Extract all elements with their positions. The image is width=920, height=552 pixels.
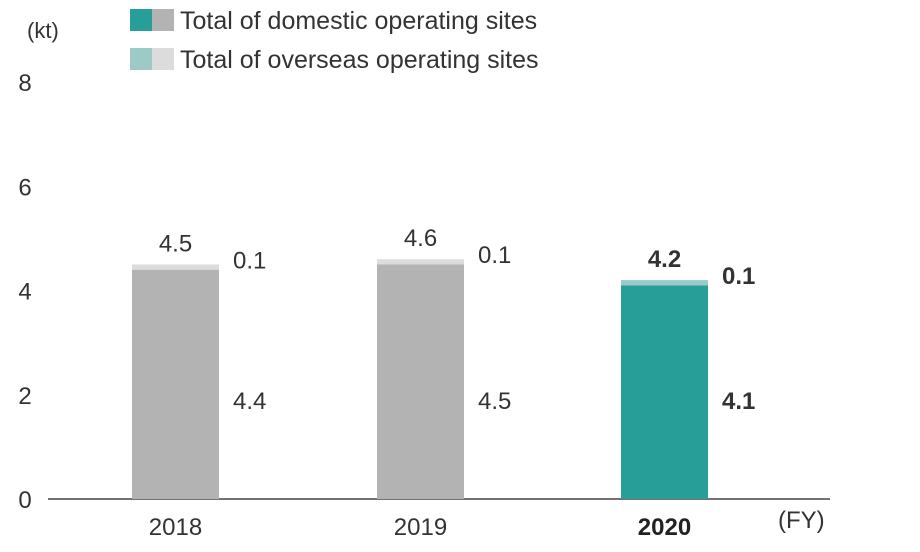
bar-overseas-2020 — [621, 280, 708, 286]
bar-domestic-2019 — [377, 264, 464, 499]
legend-swatch-overseas — [152, 48, 174, 70]
y-tick-label: 0 — [18, 487, 31, 514]
overseas-label-2018: 0.1 — [233, 247, 266, 274]
x-tick-label-2020: 2020 — [638, 514, 691, 541]
y-unit-label: (kt) — [27, 18, 59, 43]
x-tick-label-2019: 2019 — [394, 514, 447, 541]
y-tick-label: 2 — [18, 383, 31, 410]
overseas-label-2020: 0.1 — [722, 263, 755, 290]
legend-swatch-domestic-highlight — [130, 9, 152, 31]
bar-series — [132, 259, 708, 499]
legend-swatch-overseas-highlight — [130, 48, 152, 70]
data-labels: 4.5 0.1 4.4 4.6 0.1 4.5 4.2 0.1 4.1 — [159, 225, 756, 415]
total-label-2019: 4.6 — [404, 225, 437, 252]
total-label-2018: 4.5 — [159, 230, 192, 257]
bar-overseas-2018 — [132, 264, 219, 270]
legend-label-overseas: Total of overseas operating sites — [180, 46, 539, 74]
domestic-label-2019: 4.5 — [478, 388, 511, 415]
y-tick-label: 8 — [18, 70, 31, 97]
overseas-label-2019: 0.1 — [478, 242, 511, 269]
y-tick-label: 4 — [18, 279, 31, 306]
total-label-2020: 4.2 — [648, 246, 681, 273]
bar-domestic-2020 — [621, 285, 708, 499]
legend-item-overseas: Total of overseas operating sites — [130, 46, 539, 74]
bar-overseas-2019 — [377, 259, 464, 265]
legend: Total of domestic operating sites Total … — [130, 7, 539, 74]
x-unit-label: (FY) — [778, 507, 825, 534]
bar-domestic-2018 — [132, 269, 219, 499]
domestic-label-2018: 4.4 — [233, 388, 266, 415]
y-tick-label: 6 — [18, 174, 31, 201]
x-tick-label-2018: 2018 — [149, 514, 202, 541]
domestic-label-2020: 4.1 — [722, 388, 755, 415]
legend-label-domestic: Total of domestic operating sites — [180, 7, 537, 35]
x-axis-ticks: 2018 2019 2020 — [149, 514, 691, 541]
legend-item-domestic: Total of domestic operating sites — [130, 7, 537, 35]
y-axis-ticks: 0 2 4 6 8 — [18, 70, 31, 514]
legend-swatch-domestic — [152, 9, 174, 31]
